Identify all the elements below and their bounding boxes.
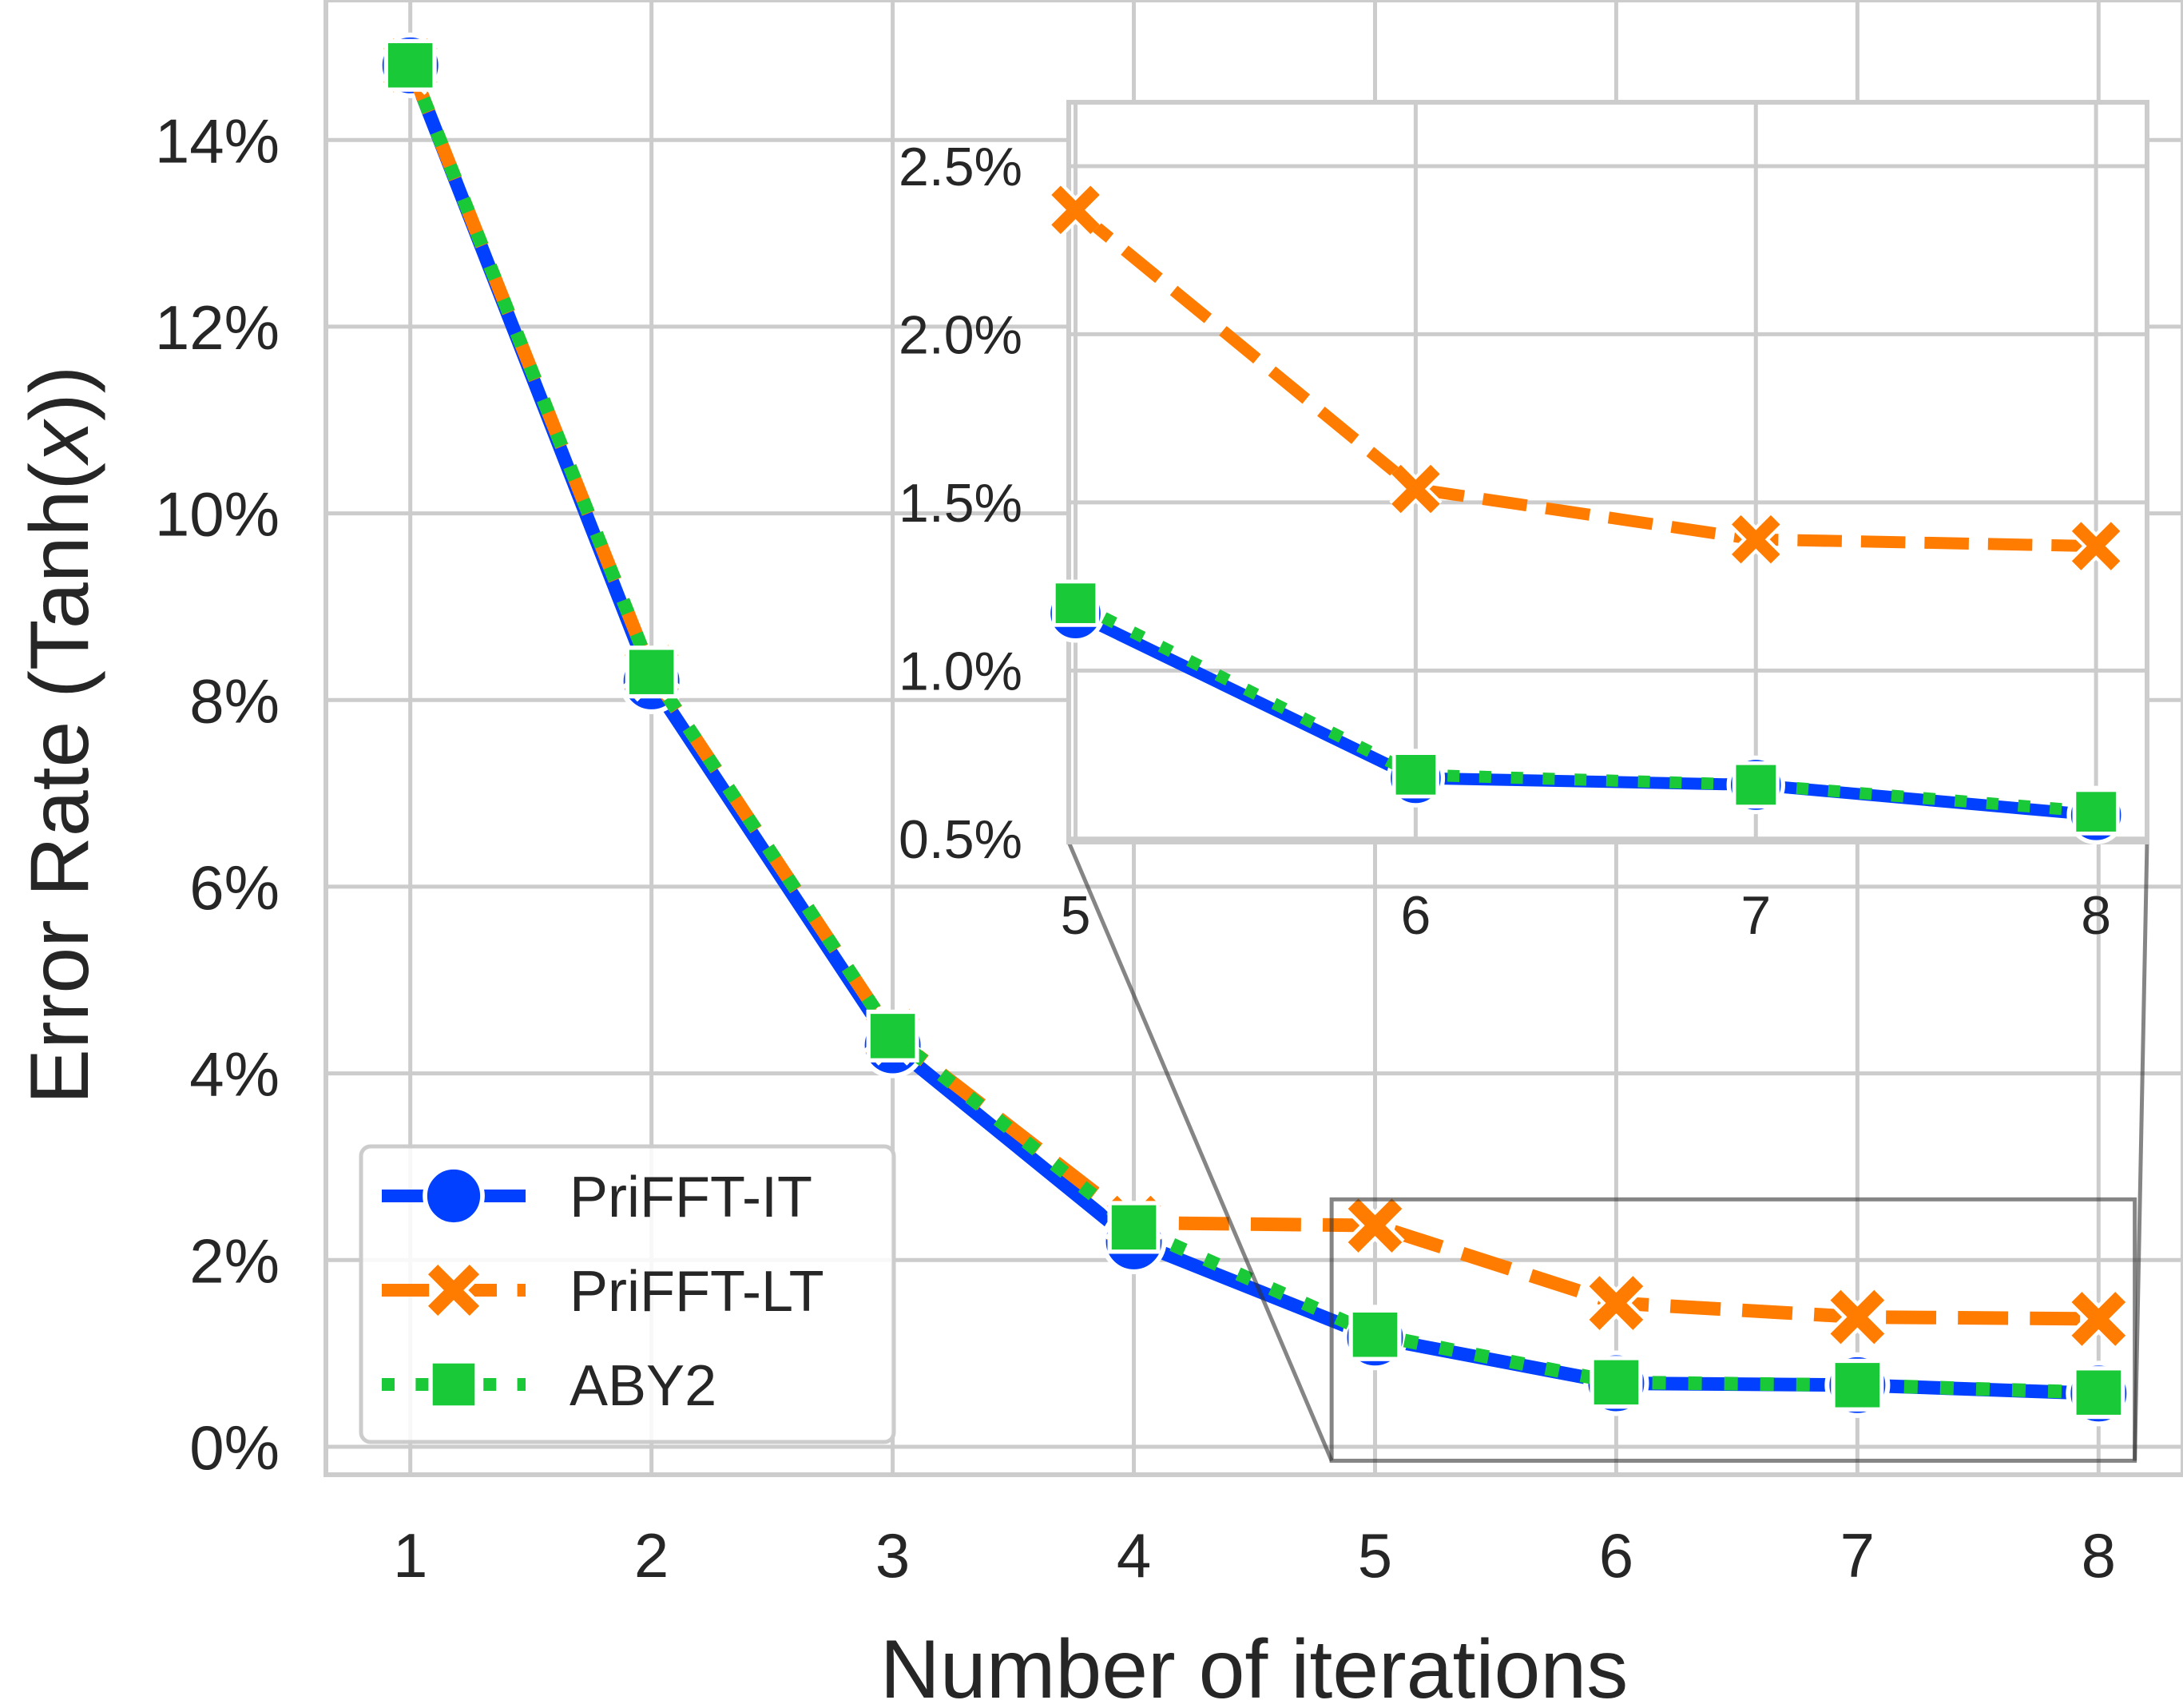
legend-marker-circle (423, 1165, 485, 1227)
inset-series-line (1071, 205, 2097, 553)
inset-y-tick-label: 1.5% (899, 473, 1022, 534)
y-axis-title: Error Rate (Tanh(x)) (14, 366, 106, 1105)
main-x-tick-label: 7 (1840, 1520, 1875, 1591)
main-series-aby2 (383, 38, 2125, 1420)
main-marker-x (1828, 1287, 1887, 1347)
y-axis-title-variable: x (14, 418, 106, 467)
main-series (377, 32, 2132, 1427)
main-marker-x (2069, 1289, 2129, 1349)
main-y-tick-label: 8% (189, 665, 280, 736)
main-series-line (403, 62, 2099, 1400)
inset-series-aby2 (1051, 579, 2120, 836)
main-x-tick-label: 6 (1599, 1520, 1633, 1591)
main-marker-x-stroke (1589, 1276, 1644, 1330)
inset-y-tick-label: 2.5% (899, 137, 1022, 197)
main-x-tick-label: 2 (634, 1520, 669, 1591)
zoom-region-box (1329, 1197, 2137, 1463)
main-x-tick-label: 1 (393, 1520, 427, 1591)
main-x-tick-label: 5 (1358, 1520, 1392, 1591)
main-marker-square (1831, 1358, 1884, 1412)
inset-x-tick-label: 5 (1061, 885, 1091, 946)
legend: PriFFT-IT PriFFT-LT ABY2 (359, 1144, 896, 1444)
inset-y-tick-label: 0.5% (899, 809, 1022, 870)
inset-background (1069, 102, 2147, 842)
inset-marker-square (1732, 761, 1780, 809)
legend-marker-square (428, 1359, 479, 1410)
inset-series-line (1073, 598, 2097, 818)
main-x-tick-labels: 1 2 3 4 5 6 7 8 (393, 1520, 2116, 1591)
main-marker-square (1107, 1201, 1161, 1254)
legend-frame (359, 1144, 896, 1444)
main-marker-square (866, 1009, 919, 1063)
main-marker-x (1586, 1273, 1646, 1333)
main-y-tick-label: 6% (189, 852, 280, 923)
main-y-tick-label: 4% (189, 1039, 280, 1110)
main-y-tick-label: 2% (189, 1225, 280, 1296)
y-axis-title-suffix: )) (14, 366, 106, 421)
inset-marker-square (1391, 751, 1439, 799)
inset-x-tick-label: 8 (2081, 885, 2111, 946)
zoom-connector-left (1066, 841, 1334, 1462)
inset-marker-x-stroke (1051, 185, 1100, 234)
legend-label: PriFFT-IT (570, 1166, 812, 1229)
main-x-tick-label: 8 (2082, 1520, 2116, 1591)
zoom-indicator (1066, 841, 2149, 1463)
inset-marker-x-stroke (2071, 522, 2121, 570)
main-y-tick-label: 14% (155, 105, 280, 176)
main-marker-square (625, 645, 678, 699)
inset-marker-x (1049, 183, 1102, 236)
inset-plot: 0.5% 1.0% 1.5% 2.0% 2.5% 5 6 7 8 (899, 100, 2149, 946)
inset-y-tick-label: 1.0% (899, 641, 1022, 701)
main-marker-square (383, 38, 437, 92)
main-plot-frame (323, 0, 2183, 1477)
main-marker-square (1590, 1356, 1643, 1409)
legend-label: ABY2 (570, 1354, 716, 1418)
inset-frame (1066, 100, 2149, 844)
main-x-tick-label: 4 (1117, 1520, 1151, 1591)
main-marker-x-stroke (1348, 1198, 1403, 1253)
legend-label: PriFFT-LT (570, 1260, 824, 1324)
inset-y-tick-label: 2.0% (899, 304, 1022, 365)
main-marker-square (1348, 1308, 1402, 1361)
main-marker-x-stroke (1830, 1289, 1885, 1345)
main-marker-x-stroke (2071, 1292, 2126, 1346)
main-y-tick-labels: 0% 2% 4% 6% 8% 10% 12% 14% (155, 105, 280, 1483)
main-marker-square (2072, 1366, 2125, 1420)
inset-x-tick-label: 7 (1740, 885, 1771, 946)
legend-marker-x (425, 1261, 482, 1319)
inset-marker-square (1051, 579, 1100, 627)
inset-marker-x-stroke (1732, 514, 1780, 564)
main-y-tick-label: 10% (155, 479, 280, 550)
main-y-tick-label: 12% (155, 292, 280, 363)
inset-marker-x (2069, 519, 2123, 573)
main-marker-x (1345, 1196, 1405, 1256)
inset-series-prifft-lt (1049, 183, 2123, 573)
inset-marker-square (2072, 788, 2120, 836)
main-y-tick-label: 0% (189, 1412, 280, 1483)
inset-x-tick-label: 6 (1400, 885, 1431, 946)
y-axis-title-prefix: Error Rate (Tanh( (14, 463, 106, 1105)
inset-marker-x (1389, 462, 1443, 516)
legend-item-prifft-it: PriFFT-IT (382, 1165, 812, 1229)
legend-marker-x-stroke (427, 1264, 480, 1317)
zoom-connector-right (2133, 841, 2149, 1461)
main-x-tick-label: 3 (875, 1520, 910, 1591)
legend-item-prifft-lt: PriFFT-LT (382, 1260, 824, 1324)
x-axis-title: Number of iterations (880, 1623, 1628, 1708)
inset-marker-x-stroke (1391, 464, 1440, 514)
legend-item-aby2: ABY2 (382, 1354, 716, 1418)
inset-marker-x (1729, 513, 1783, 566)
